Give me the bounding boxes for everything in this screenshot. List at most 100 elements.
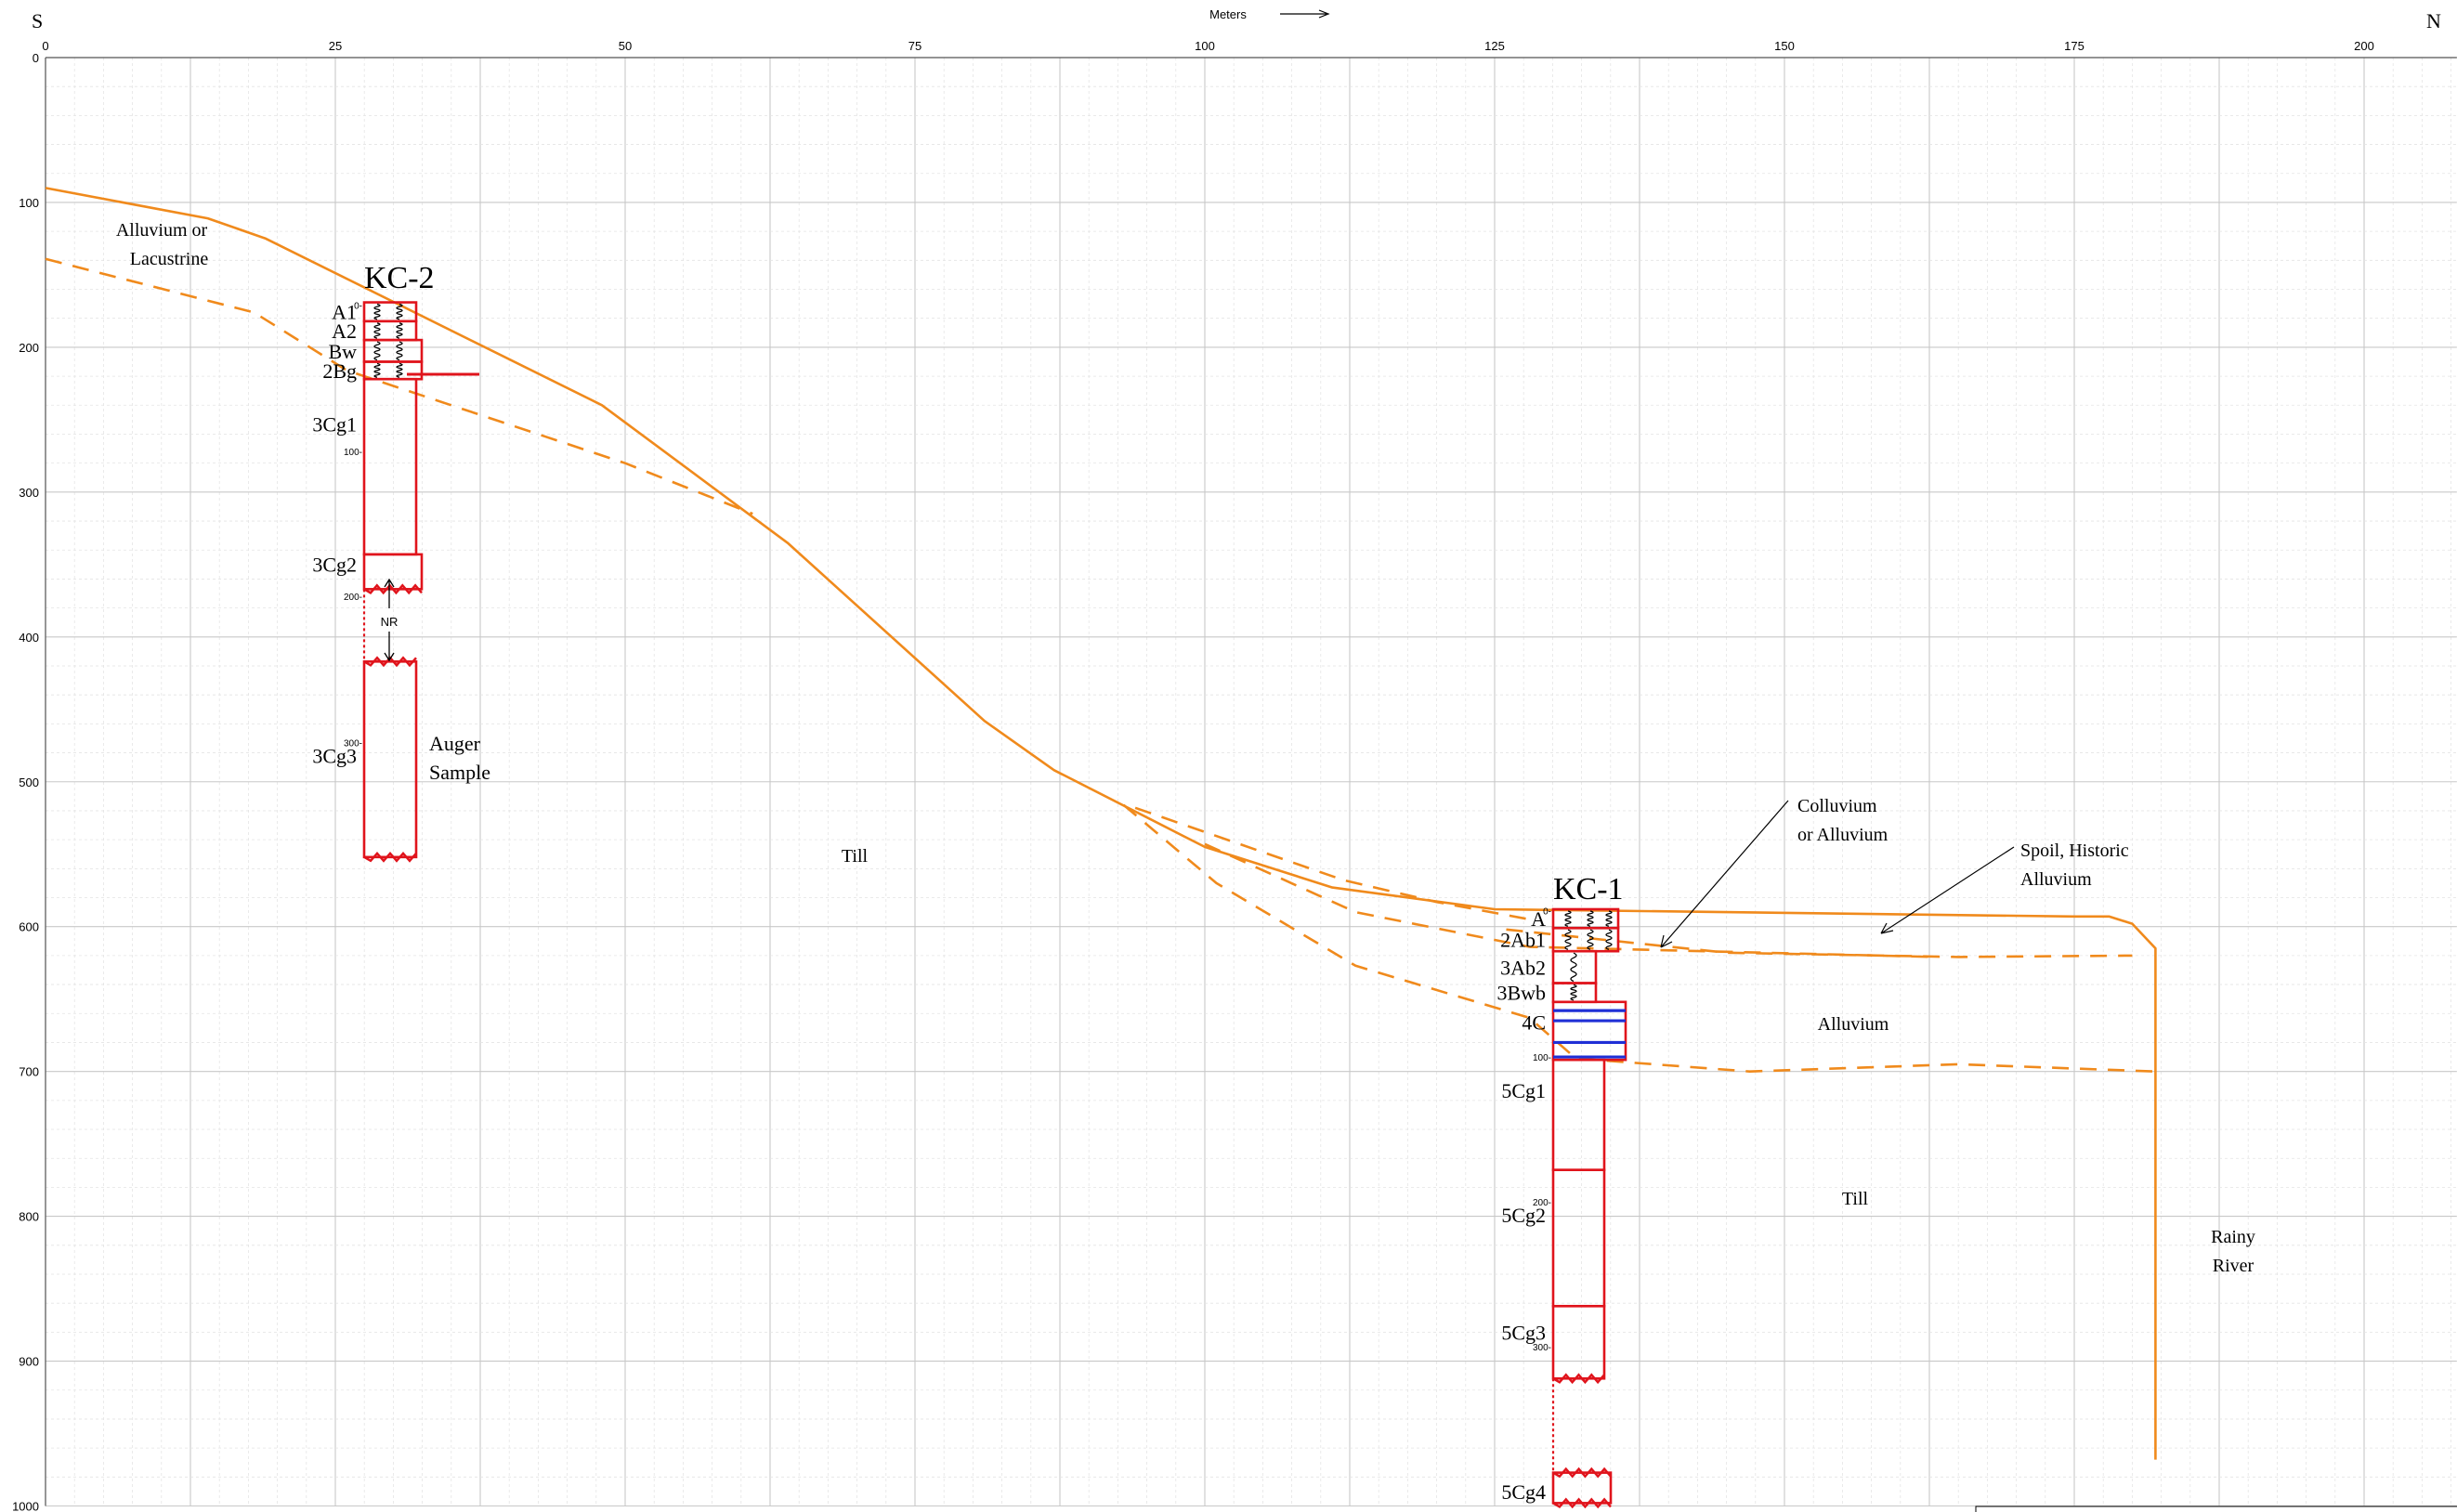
kc2-no-recovery-label: NR	[381, 615, 399, 629]
label-spoil-2: Alluvium	[2020, 869, 2092, 890]
kc2-auger-label-line1: Auger	[429, 732, 481, 755]
kc1-texture-mark	[1564, 929, 1572, 950]
kc2-break-zigzag	[363, 583, 423, 595]
kc1-texture-mark	[1587, 910, 1594, 927]
kc1-horizon-label: 5Cg2	[1501, 1204, 1546, 1227]
left-axis-tick-label: 800	[19, 1210, 39, 1224]
kc2-depth-tick: 300-	[344, 739, 362, 749]
kc1-horizon-label: 5Cg3	[1501, 1321, 1546, 1344]
kc1-texture-mark	[1570, 952, 1577, 983]
kc1-depth-tick: 300-	[1533, 1343, 1551, 1353]
top-axis-tick-label: 75	[908, 39, 921, 53]
label-rainy-river-1: Rainy	[2211, 1227, 2255, 1247]
kc1-horizon-label: A	[1531, 907, 1546, 931]
top-axis-tick-label: 0	[42, 39, 48, 53]
kc2-horizon-label: A1	[332, 301, 357, 324]
kc1-texture-mark	[1570, 984, 1577, 1001]
unit-labels: Alluvium or Lacustrine Till Colluvium or…	[116, 220, 2255, 1276]
left-axis-tick-label: 300	[19, 486, 39, 500]
left-axis-tick-label: 900	[19, 1355, 39, 1369]
profile-kc1-title: KC-1	[1553, 872, 1624, 906]
stratigraphic-boundaries	[45, 187, 2157, 1460]
left-axis-tick-label: 100	[19, 196, 39, 210]
kc1-break-zigzag	[1552, 1466, 1612, 1479]
corner-label-north: N	[2426, 9, 2441, 33]
label-alluvium: Alluvium	[1818, 1014, 1889, 1035]
kc1-depth-tick: 200-	[1533, 1198, 1551, 1208]
left-axis-tick-label: 0	[33, 51, 39, 65]
bottom-right-frame-corner	[1975, 1505, 2457, 1512]
kc2-break-zigzag	[363, 851, 417, 863]
kc2-depth-tick: 100-	[344, 448, 362, 458]
kc1-horizon-label: 3Ab2	[1500, 956, 1546, 979]
label-alluvium-or-lacustrine-2: Lacustrine	[130, 249, 209, 269]
kc2-no-recovery-arrow-up	[384, 578, 395, 608]
kc1-upper-split-dashed-line	[1134, 806, 1530, 921]
corner-label-south: S	[32, 9, 43, 33]
kc2-horizon-label: A2	[332, 319, 357, 343]
top-axis-tick-label: 25	[329, 39, 342, 53]
kc2-depth-tick: 200-	[344, 593, 362, 603]
kc1-horizon-label: 3Bwb	[1496, 982, 1546, 1005]
kc2-texture-mark	[396, 322, 403, 339]
kc2-texture-mark	[373, 303, 381, 320]
left-axis-tick-label: 1000	[12, 1500, 39, 1512]
kc1-horizon-box	[1551, 1058, 1606, 1171]
top-axis-tick-label: 100	[1195, 39, 1215, 53]
label-colluvium-2: or Alluvium	[1797, 825, 1888, 845]
kc2-texture-mark	[396, 303, 403, 320]
top-axis-tick-label: 200	[2354, 39, 2374, 53]
deep-alluvium-base-dashed-line	[1122, 803, 2156, 1073]
left-axis-tick-label: 500	[19, 776, 39, 789]
grid	[45, 57, 2457, 1507]
left-axis: 0 100 200 300 400 500 600 700 800 900 1000	[12, 51, 39, 1512]
kc1-depth-tick: 0-	[1543, 907, 1551, 918]
top-axis-arrow	[1280, 9, 1330, 19]
kc2-no-recovery-arrow-down	[384, 632, 395, 662]
top-axis: Meters 0 25 50 75 100 125 150 175 200	[42, 7, 2373, 53]
kc2-auger-label-line2: Sample	[429, 761, 490, 784]
kc2-horizon-label: 3Cg1	[312, 412, 357, 436]
top-axis-tick-label: 125	[1484, 39, 1505, 53]
label-spoil-1: Spoil, Historic	[2020, 841, 2129, 861]
left-axis-tick-label: 700	[19, 1065, 39, 1079]
colluvium-leader-arrow	[1660, 800, 1789, 948]
lower-boundary-dashed-line	[45, 257, 753, 515]
kc1-horizon-label: 4C	[1522, 1011, 1546, 1035]
kc2-horizon-label: 3Cg3	[312, 744, 357, 767]
kc2-texture-mark	[373, 322, 381, 339]
left-axis-tick-label: 600	[19, 920, 39, 934]
kc1-depth-tick: 100-	[1533, 1053, 1551, 1063]
top-axis-tick-label: 50	[619, 39, 632, 53]
kc1-horizon-box	[1551, 1304, 1606, 1380]
kc1-horizon-label: 5Cg4	[1501, 1480, 1546, 1504]
spoil-leader-arrow	[1880, 846, 2015, 934]
kc1-texture-mark	[1605, 910, 1613, 927]
kc1-texture-mark	[1587, 929, 1594, 950]
kc1-break-zigzag	[1552, 1373, 1605, 1385]
kc1-texture-mark	[1564, 910, 1572, 927]
kc2-horizon-label: 3Cg2	[312, 554, 357, 577]
kc2-horizon-label: Bw	[328, 340, 357, 363]
kc1-break-zigzag	[1552, 1497, 1612, 1509]
kc1-texture-mark	[1605, 929, 1613, 950]
kc2-horizon-label: 2Bg	[322, 359, 357, 383]
label-colluvium-1: Colluvium	[1797, 796, 1877, 816]
kc2-horizon-box	[362, 319, 418, 342]
kc2-depth-tick: 0-	[354, 302, 362, 312]
kc2-texture-mark	[396, 341, 403, 361]
left-axis-tick-label: 400	[19, 631, 39, 645]
kc2-horizon-box	[362, 660, 418, 859]
left-axis-tick-label: 200	[19, 341, 39, 355]
top-axis-title: Meters	[1209, 7, 1247, 21]
profile-kc2-title: KC-2	[364, 261, 435, 295]
alluvium-top-dashed-line	[1506, 928, 2133, 958]
label-till-lower: Till	[1842, 1189, 1869, 1209]
label-alluvium-or-lacustrine-1: Alluvium or	[116, 220, 208, 241]
top-axis-tick-label: 175	[2064, 39, 2085, 53]
colluvium-base-dashed-line	[1204, 842, 1936, 958]
label-till-upper: Till	[842, 846, 869, 867]
kc2-texture-mark	[373, 362, 381, 378]
